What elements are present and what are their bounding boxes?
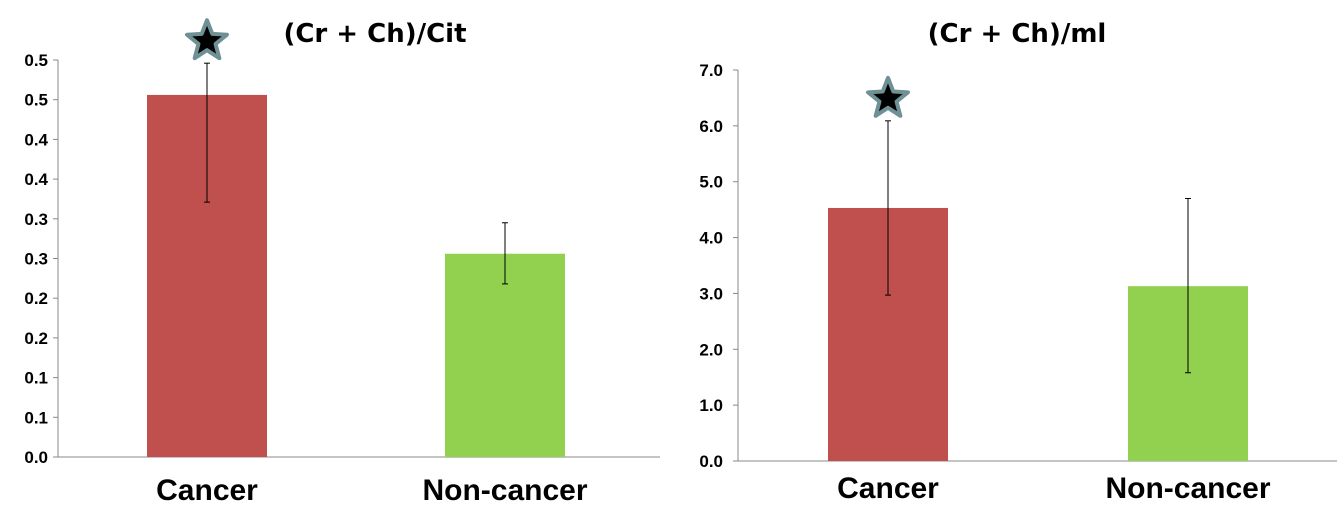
category-label: Cancer — [156, 474, 258, 507]
y-tick-label: 0.5 — [24, 91, 48, 110]
y-tick-label: 0.4 — [24, 170, 48, 189]
chart-title: (Cr + Ch)/ml — [928, 19, 1107, 49]
y-tick-label: 0.0 — [24, 448, 48, 467]
chart-right-svg: (Cr + Ch)/ml 0.0 1.0 2.0 3.0 4.0 5.0 6.0 7.0 Canc… — [699, 19, 1337, 505]
y-tick-label: 0.5 — [24, 51, 48, 70]
chart-right: (Cr + Ch)/ml 0.0 1.0 2.0 3.0 4.0 5.0 6.0 7.0 Canc… — [672, 0, 1344, 509]
y-tick-label: 7.0 — [699, 61, 723, 80]
chart-title: (Cr + Ch)/Cit — [283, 19, 466, 49]
y-tick-label: 0.2 — [24, 289, 48, 308]
bar-non-cancer — [445, 253, 565, 457]
significance-star-icon — [866, 75, 910, 118]
y-tick-label: 5.0 — [699, 173, 723, 192]
y-tick-label: 1.0 — [699, 396, 723, 415]
category-label: Non-cancer — [422, 474, 587, 507]
y-tick-label: 2.0 — [699, 340, 723, 359]
chart-left-svg: (Cr + Ch)/Cit 0.0 0.1 0.1 0.2 0.2 0.3 0.3 0.4 0.4… — [24, 18, 660, 507]
y-tick-label: 0.3 — [24, 250, 48, 269]
y-tick-label: 0.1 — [24, 408, 48, 427]
y-tick-label: 6.0 — [699, 117, 723, 136]
y-tick-label: 4.0 — [699, 229, 723, 248]
y-tick-label: 3.0 — [699, 284, 723, 303]
category-label: Cancer — [837, 472, 939, 505]
y-tick-label: 0.1 — [24, 369, 48, 388]
y-tick-label: 0.3 — [24, 210, 48, 229]
category-label: Non-cancer — [1105, 472, 1270, 505]
chart-left: (Cr + Ch)/Cit 0.0 0.1 0.1 0.2 0.2 0.3 0.3 0.4 0.4… — [24, 18, 660, 507]
significance-star-icon — [185, 18, 229, 61]
y-tick-label: 0.4 — [24, 130, 48, 149]
y-tick-label: 0.2 — [24, 329, 48, 348]
y-tick-label: 0.0 — [699, 452, 723, 471]
